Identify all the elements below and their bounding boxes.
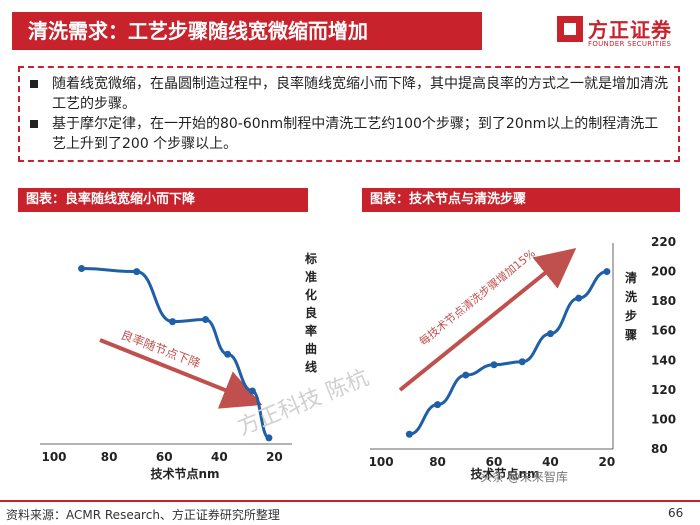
y-axis-title: 清洗步骤 <box>625 270 637 342</box>
data-point <box>78 265 86 273</box>
intro-bullet: 基于摩尔定律，在一开始的80-60nm制程中清洗工艺约100个步骤；到了20nm… <box>28 114 670 154</box>
data-point <box>202 316 210 324</box>
logo-name: 方正证券 <box>588 18 672 42</box>
x-tick-label: 60 <box>156 450 173 464</box>
data-point <box>462 371 470 379</box>
x-tick-label: 20 <box>266 450 283 464</box>
y-tick-label: 120 <box>651 383 676 397</box>
y-tick-label: 160 <box>651 324 676 338</box>
data-point <box>248 387 256 395</box>
founder-logo-icon <box>557 16 583 42</box>
chart-caption-yield: 图表：良率随线宽缩小而下降 <box>18 188 308 212</box>
data-point <box>490 361 498 369</box>
data-point <box>224 350 232 358</box>
intro-bullet-text: 随着线宽微缩，在晶圆制造过程中，良率随线宽缩小而下降，其中提高良率的方式之一就是… <box>52 76 668 112</box>
arrow-line <box>99 338 263 409</box>
y-tick-label: 180 <box>651 294 676 308</box>
y-axis-title-char: 化 <box>305 287 317 302</box>
y-axis-title-char: 曲 <box>305 341 317 356</box>
cleaning-steps-chart: 每技术节点清洗步骤增加15% 100 80 60 40 20 80 100 120 140 160… <box>369 235 676 481</box>
chart-caption-cleaning: 图表：技术节点与清洗步骤 <box>362 188 680 212</box>
page-number: 66 <box>668 506 684 520</box>
logo-subtitle: FOUNDER SECURITIES <box>588 40 672 48</box>
data-point <box>546 330 554 338</box>
y-tick-label: 220 <box>651 235 676 249</box>
data-point <box>133 268 141 276</box>
y-axis-title-char: 线 <box>305 359 317 374</box>
data-point <box>603 268 611 276</box>
y-axis-title-char: 准 <box>305 269 317 284</box>
intro-bullet: 随着线宽微缩，在晶圆制造过程中，良率随线宽缩小而下降，其中提高良率的方式之一就是… <box>28 74 670 114</box>
data-point <box>265 434 273 442</box>
x-tick-label: 100 <box>41 450 66 464</box>
bullet-square-icon <box>30 120 38 128</box>
x-tick-label: 40 <box>211 450 228 464</box>
x-tick-label: 80 <box>429 455 446 469</box>
source-watermark: 头条 @未来智库 <box>480 470 568 484</box>
y-axis-title-char: 标 <box>304 251 317 266</box>
x-tick-label: 60 <box>486 455 503 469</box>
footer-divider <box>0 500 700 502</box>
x-tick-label: 80 <box>101 450 118 464</box>
x-tick-label: 100 <box>369 455 394 469</box>
data-point <box>168 318 176 326</box>
y-axis-title-char: 洗 <box>625 289 637 304</box>
x-axis-title: 技术节点nm <box>470 466 539 481</box>
page-title: 清洗需求：工艺步骤随线宽微缩而增加 <box>12 12 482 50</box>
y-axis-title-char: 率 <box>305 323 317 338</box>
y-axis-title-char: 步 <box>625 308 637 323</box>
data-point <box>434 401 442 409</box>
y-axis-title-char: 清 <box>625 270 637 285</box>
intro-bullet-text: 基于摩尔定律，在一开始的80-60nm制程中清洗工艺约100个步骤；到了20nm… <box>52 116 659 152</box>
intro-box: 随着线宽微缩，在晶圆制造过程中，良率随线宽缩小而下降，其中提高良率的方式之一就是… <box>18 66 680 162</box>
y-axis-title-char: 良 <box>305 305 317 320</box>
y-tick-label: 100 <box>651 412 676 426</box>
bullet-square-icon <box>30 80 38 88</box>
data-point <box>518 358 526 366</box>
footer-source: 资料来源：ACMR Research、方正证券研究所整理 <box>6 508 280 522</box>
trend-annotation: 每技术节点清洗步骤增加15% <box>416 246 538 348</box>
y-tick-label: 80 <box>651 442 668 456</box>
y-axis-title-char: 骤 <box>625 327 637 342</box>
x-axis-title: 技术节点nm <box>150 466 219 481</box>
arrow-line <box>398 247 577 392</box>
x-tick-label: 20 <box>599 455 616 469</box>
data-point <box>575 294 583 302</box>
y-tick-label: 140 <box>651 353 676 367</box>
x-tick-label: 40 <box>542 455 559 469</box>
y-tick-label: 200 <box>651 265 676 279</box>
data-point <box>405 430 413 438</box>
